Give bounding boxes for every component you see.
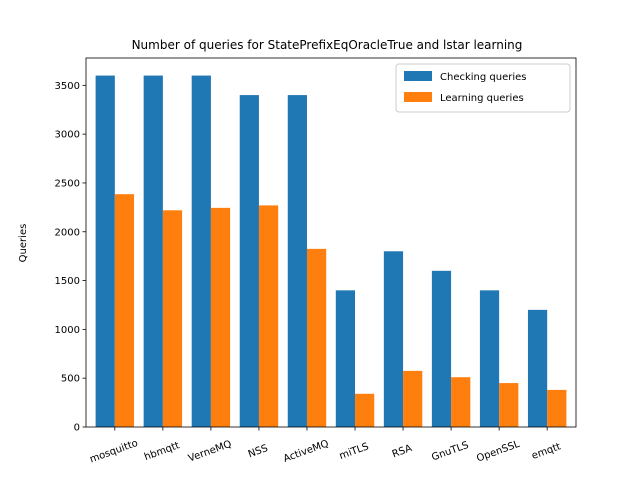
bar-emqtt-2 bbox=[547, 389, 567, 427]
bar-NSS-2 bbox=[258, 205, 279, 427]
bar-VerneMQ-2 bbox=[210, 207, 231, 427]
bar-mosquitto-1 bbox=[95, 75, 115, 427]
legend-label: Checking queries bbox=[440, 72, 527, 83]
legend: Checking queries Learning queries bbox=[395, 63, 571, 113]
bar-ActiveMQ-2 bbox=[306, 248, 327, 427]
bar-VerneMQ-1 bbox=[191, 75, 211, 427]
y-tick-label: 2500 bbox=[55, 178, 80, 189]
bar-hbmqtt-1 bbox=[143, 75, 163, 427]
y-axis: 0 500 1000 1500 2000 2500 3000 3500 bbox=[55, 81, 86, 434]
legend-swatch bbox=[404, 71, 432, 81]
bar-RSA-1 bbox=[383, 251, 404, 427]
bar-OpenSSL-2 bbox=[499, 383, 519, 427]
plot-frame bbox=[85, 57, 577, 428]
bar-GnuTLS-2 bbox=[451, 377, 471, 427]
series-1 bbox=[95, 75, 548, 427]
bar-emqtt-1 bbox=[527, 309, 548, 427]
bar-miTLS-2 bbox=[355, 393, 375, 427]
bar-miTLS-1 bbox=[335, 290, 356, 427]
bar-NSS-1 bbox=[239, 95, 259, 427]
y-tick-label: 1000 bbox=[55, 325, 80, 336]
chart-title: Number of queries for StatePrefixEqOracl… bbox=[132, 38, 523, 52]
bar-OpenSSL-1 bbox=[479, 290, 500, 427]
legend-box bbox=[395, 63, 571, 113]
series-2 bbox=[114, 194, 567, 427]
y-tick-label: 3500 bbox=[55, 81, 80, 92]
y-tick-label: 0 bbox=[74, 423, 80, 434]
legend-swatch bbox=[404, 92, 432, 102]
y-tick-label: 500 bbox=[61, 374, 80, 385]
y-tick-label: 1500 bbox=[55, 276, 80, 287]
y-tick-label: 2000 bbox=[55, 227, 80, 238]
bar-RSA-2 bbox=[403, 370, 423, 427]
legend-label: Learning queries bbox=[440, 93, 524, 104]
y-tick-label: 3000 bbox=[55, 130, 80, 141]
bar-hbmqtt-2 bbox=[162, 210, 183, 427]
bar-mosquitto-2 bbox=[114, 194, 135, 427]
bar-GnuTLS-1 bbox=[431, 270, 452, 427]
bar-ActiveMQ-1 bbox=[287, 95, 307, 427]
y-axis-title: Queries bbox=[18, 224, 29, 263]
